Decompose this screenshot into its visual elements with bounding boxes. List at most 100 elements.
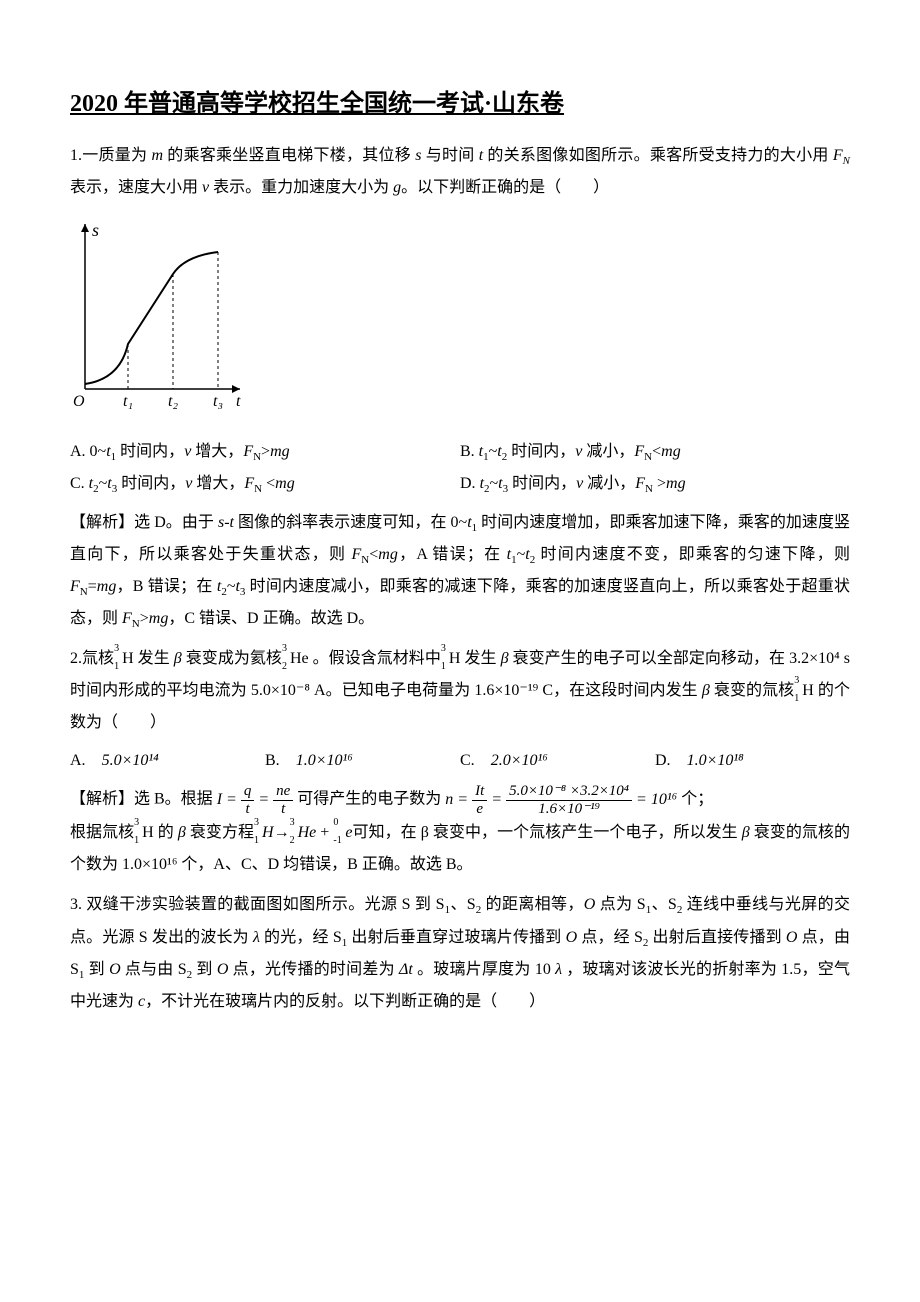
t: 发生 — [460, 650, 500, 667]
q1-option-b: B. t1~t2 时间内，v 减小，FN<mg — [460, 436, 850, 468]
n-sub: N — [843, 155, 850, 167]
var-m: m — [151, 147, 163, 164]
t: 【解析】选 B。根据 — [70, 791, 217, 808]
plus: + — [316, 824, 333, 841]
t: 衰变成为氦核 — [182, 650, 282, 667]
decay-lhs: 31H — [262, 817, 274, 849]
n: It — [472, 783, 487, 801]
d: e — [472, 801, 487, 818]
sub: 1 — [794, 689, 799, 709]
t: 的关系图像如图所示。乘客所受支持力的大小用 — [483, 147, 833, 164]
q2-num: 2. — [70, 650, 82, 667]
sub: -1 — [333, 831, 341, 851]
sup: 3 — [282, 639, 287, 659]
op: = — [222, 791, 241, 808]
t: 表示。重力加速度大小为 — [209, 179, 393, 196]
v: 2.0×10¹⁶ — [491, 752, 548, 769]
sub: 2 — [282, 657, 287, 677]
sym: H — [122, 650, 134, 667]
rhs: = 10¹⁶ — [632, 791, 677, 808]
op2: = — [487, 791, 506, 808]
curve — [85, 252, 218, 384]
beta: β — [174, 650, 182, 667]
q1-option-d: D. t2~t3 时间内，v 减小，FN >mg — [460, 468, 850, 500]
sym: He — [298, 824, 317, 841]
y-arrow — [81, 224, 89, 232]
t: 根据氚核 — [70, 824, 134, 841]
q1-options: A. 0~t1 时间内，v 增大，FN>mg B. t1~t2 时间内，v 减小… — [70, 436, 850, 500]
d: t — [241, 801, 255, 818]
t: 衰变方程 — [186, 824, 254, 841]
t1-label: t₁ — [123, 393, 133, 410]
beta4: β — [178, 824, 186, 841]
t: 表示，速度大小用 — [70, 179, 202, 196]
s-label: s — [92, 220, 99, 240]
n: 5.0×10⁻⁸ ×3.2×10⁴ — [506, 783, 632, 801]
q1-analysis: 【解析】选 D。由于 s-t 图像的斜率表示速度可知，在 0~t1 时间内速度增… — [70, 507, 850, 636]
page-title: 2020 年普通高等学校招生全国统一考试·山东卷 — [70, 80, 850, 128]
nuc-h3c: 31H — [802, 675, 814, 707]
frac2: net — [273, 783, 293, 817]
q1-text: 1.一质量为 m 的乘客乘坐竖直电梯下楼，其位移 s 与时间 t 的关系图像如图… — [70, 140, 850, 204]
t: 的 — [154, 824, 178, 841]
n: q — [241, 783, 255, 801]
q1-num: 1. — [70, 147, 82, 164]
l: C. — [460, 752, 475, 769]
sub: 1 — [441, 657, 446, 677]
t: 与时间 — [421, 147, 478, 164]
sup: 3 — [254, 813, 259, 833]
formula-n: n = Ite = 5.0×10⁻⁸ ×3.2×10⁴1.6×10⁻¹⁹ = 1… — [445, 791, 681, 808]
t: 可知，在 β 衰变中，一个氚核产生一个电子，所以发生 — [352, 824, 741, 841]
q2-analysis: 【解析】选 B。根据 I = qt = net 可得产生的电子数为 n = It… — [70, 783, 850, 881]
sup: 0 — [333, 813, 338, 833]
arrow: → — [274, 824, 290, 841]
q2-options: A. 5.0×10¹⁴ B. 1.0×10¹⁶ C. 2.0×10¹⁶ D. 1… — [70, 745, 850, 777]
question-3: 3. 双缝干涉实验装置的截面图如图所示。光源 S 到 S1、S2 的距离相等，O… — [70, 889, 850, 1018]
v: 1.0×10¹⁸ — [687, 752, 744, 769]
v: 5.0×10¹⁴ — [102, 752, 159, 769]
t: 氚核 — [82, 650, 114, 667]
q3-num: 3. — [70, 896, 86, 913]
t: 的乘客乘坐竖直电梯下楼，其位移 — [163, 147, 415, 164]
sup: 3 — [441, 639, 446, 659]
frac3: Ite — [472, 783, 487, 817]
formula-current: I = qt = net — [217, 791, 298, 808]
sup: 3 — [114, 639, 119, 659]
sub: 2 — [290, 831, 295, 851]
t: 衰变的氚核 — [710, 682, 794, 699]
t2-label: t₂ — [168, 393, 178, 410]
decay-he: 32He — [298, 817, 317, 849]
origin-label: O — [73, 393, 85, 410]
sym: H — [262, 824, 274, 841]
q2-option-b: B. 1.0×10¹⁶ — [265, 745, 460, 777]
frac1: qt — [241, 783, 255, 817]
q2-option-a: A. 5.0×10¹⁴ — [70, 745, 265, 777]
q2-text: 2.氚核31H 发生 β 衰变成为氦核32He 。假设含氚材料中31H 发生 β… — [70, 643, 850, 739]
l: B. — [265, 752, 280, 769]
sup: 3 — [134, 813, 139, 833]
nuc-h3: 31H — [122, 643, 134, 675]
sym: He — [290, 650, 309, 667]
op2: = — [254, 791, 273, 808]
q3-text: 3. 双缝干涉实验装置的截面图如图所示。光源 S 到 S1、S2 的距离相等，O… — [70, 889, 850, 1018]
q2-option-d: D. 1.0×10¹⁸ — [655, 745, 850, 777]
beta5: β — [742, 824, 750, 841]
l: D. — [655, 752, 671, 769]
beta3: β — [702, 682, 710, 699]
d: 1.6×10⁻¹⁹ — [506, 801, 632, 818]
t: 个； — [681, 791, 713, 808]
x-arrow — [232, 385, 240, 393]
sub: 1 — [254, 831, 259, 851]
sym: H — [802, 682, 814, 699]
sym: e — [345, 824, 352, 841]
sup: 3 — [290, 813, 295, 833]
sub: 1 — [114, 657, 119, 677]
t: 。以下判断正确的是（ ） — [401, 179, 609, 196]
sym: H — [142, 824, 154, 841]
nuc-he3: 32He — [290, 643, 309, 675]
t: 发生 — [134, 650, 174, 667]
t: 可得产生的电子数为 — [297, 791, 445, 808]
question-1: 1.一质量为 m 的乘客乘坐竖直电梯下楼，其位移 s 与时间 t 的关系图像如图… — [70, 140, 850, 635]
f: F — [833, 147, 843, 164]
frac4: 5.0×10⁻⁸ ×3.2×10⁴1.6×10⁻¹⁹ — [506, 783, 632, 817]
